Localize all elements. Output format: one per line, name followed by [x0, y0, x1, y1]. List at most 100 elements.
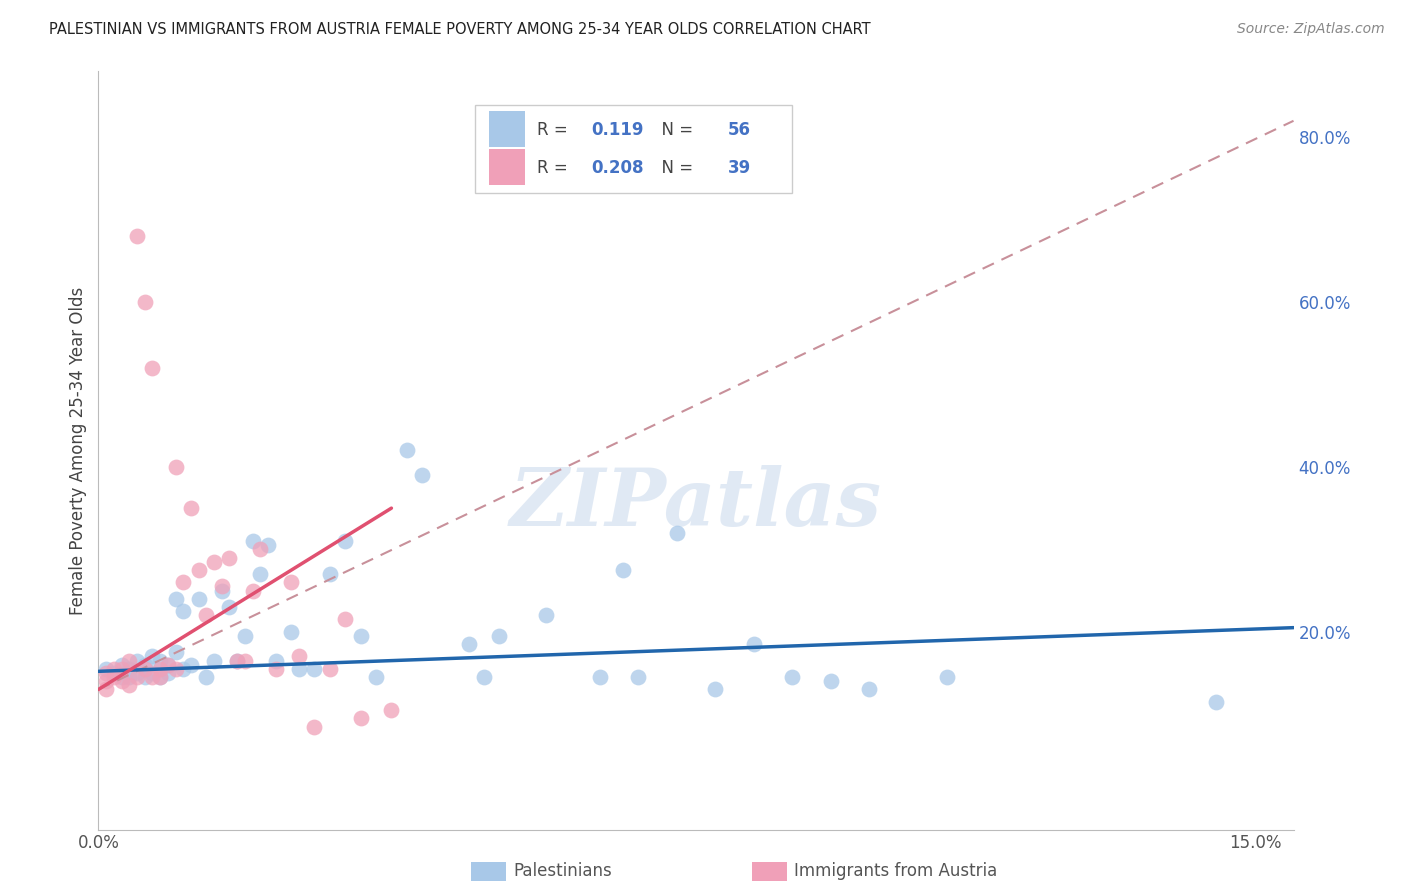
Point	[534, 608, 557, 623]
Point	[149, 662, 172, 676]
Point	[249, 542, 271, 557]
Point	[233, 629, 256, 643]
Point	[280, 575, 302, 590]
Point	[218, 550, 240, 565]
Point	[195, 608, 218, 623]
Point	[333, 612, 356, 626]
Point	[156, 657, 179, 672]
Point	[125, 670, 148, 684]
Text: N =: N =	[651, 159, 697, 177]
Text: 0.208: 0.208	[591, 159, 644, 177]
Point	[242, 583, 264, 598]
Point	[118, 662, 141, 676]
Point	[141, 649, 163, 664]
Point	[457, 637, 479, 651]
Point	[149, 670, 172, 684]
Point	[94, 665, 117, 680]
Point	[103, 662, 125, 676]
Text: 56: 56	[728, 120, 751, 139]
Text: Source: ZipAtlas.com: Source: ZipAtlas.com	[1237, 22, 1385, 37]
Point	[172, 604, 194, 618]
Point	[110, 670, 132, 684]
FancyBboxPatch shape	[489, 149, 524, 186]
Point	[180, 501, 202, 516]
Point	[612, 563, 634, 577]
Point	[134, 295, 156, 310]
Point	[288, 649, 311, 664]
Point	[233, 654, 256, 668]
Point	[103, 665, 125, 680]
Point	[226, 654, 249, 668]
Point	[665, 525, 688, 540]
Point	[172, 662, 194, 676]
Point	[165, 591, 187, 606]
Point	[94, 674, 117, 689]
Point	[472, 670, 495, 684]
Point	[935, 670, 957, 684]
Point	[349, 711, 371, 725]
Point	[134, 670, 156, 684]
Point	[858, 682, 880, 697]
Text: Palestinians: Palestinians	[513, 863, 612, 880]
Point	[125, 665, 148, 680]
Point	[172, 575, 194, 590]
Text: R =: R =	[537, 159, 574, 177]
Point	[202, 555, 225, 569]
Point	[288, 662, 311, 676]
Point	[627, 670, 650, 684]
Point	[249, 567, 271, 582]
Point	[349, 629, 371, 643]
Point	[304, 720, 326, 734]
Point	[187, 591, 209, 606]
Point	[156, 657, 179, 672]
Point	[141, 670, 163, 684]
Text: 0.119: 0.119	[591, 120, 644, 139]
Point	[110, 662, 132, 676]
Point	[156, 665, 179, 680]
Point	[118, 654, 141, 668]
Point	[319, 662, 342, 676]
Text: Immigrants from Austria: Immigrants from Austria	[794, 863, 998, 880]
Point	[180, 657, 202, 672]
Point	[211, 583, 233, 598]
Y-axis label: Female Poverty Among 25-34 Year Olds: Female Poverty Among 25-34 Year Olds	[69, 286, 87, 615]
Text: ZIPatlas: ZIPatlas	[510, 465, 882, 542]
Point	[195, 670, 218, 684]
Point	[218, 600, 240, 615]
Point	[782, 670, 804, 684]
Point	[257, 538, 280, 552]
Point	[141, 665, 163, 680]
Point	[264, 662, 287, 676]
Point	[125, 229, 148, 244]
Point	[488, 629, 510, 643]
Point	[588, 670, 610, 684]
Point	[226, 654, 249, 668]
Point	[333, 534, 356, 549]
Point	[364, 670, 387, 684]
Point	[110, 674, 132, 689]
Point	[202, 654, 225, 668]
Text: R =: R =	[537, 120, 574, 139]
Point	[149, 670, 172, 684]
Point	[304, 662, 326, 676]
Point	[141, 361, 163, 376]
Point	[211, 579, 233, 593]
Point	[395, 443, 418, 458]
FancyBboxPatch shape	[489, 111, 524, 147]
Point	[187, 563, 209, 577]
Point	[380, 703, 402, 717]
Point	[704, 682, 727, 697]
Point	[125, 654, 148, 668]
Point	[319, 567, 342, 582]
Point	[94, 662, 117, 676]
Text: 39: 39	[728, 159, 751, 177]
Text: PALESTINIAN VS IMMIGRANTS FROM AUSTRIA FEMALE POVERTY AMONG 25-34 YEAR OLDS CORR: PALESTINIAN VS IMMIGRANTS FROM AUSTRIA F…	[49, 22, 870, 37]
Point	[411, 468, 433, 483]
Point	[1205, 695, 1227, 709]
Point	[110, 657, 132, 672]
Point	[118, 678, 141, 692]
Point	[149, 654, 172, 668]
Text: N =: N =	[651, 120, 697, 139]
Point	[242, 534, 264, 549]
Point	[165, 662, 187, 676]
